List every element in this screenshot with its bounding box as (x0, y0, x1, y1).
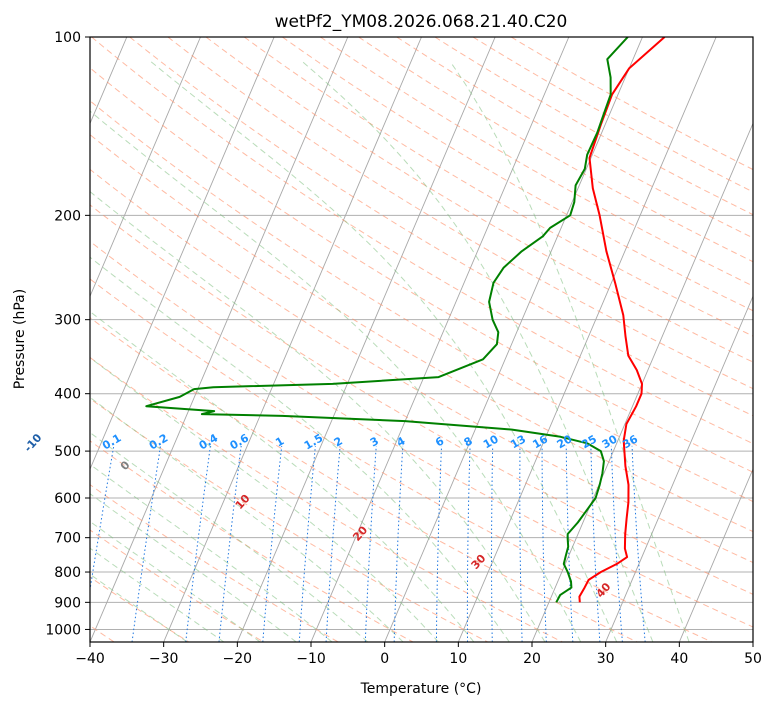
dry-adiabat-line (167, 37, 753, 390)
mixing-ratio-line (131, 445, 161, 642)
mixing-ratio-line (185, 445, 211, 642)
isotherm-line (163, 37, 422, 642)
dry-adiabat-line (90, 67, 753, 473)
dry-adiabat-line (396, 37, 753, 239)
mixing-ratio-line (631, 445, 646, 642)
moist-adiabat-line (90, 547, 225, 642)
mixing-ratio-line (325, 445, 341, 642)
y-tick-label: 800 (54, 565, 81, 581)
dry-adiabat-line (90, 134, 753, 533)
isotherm-line (605, 295, 753, 642)
mixing-ratio-line (590, 445, 601, 642)
moist-adiabat-line (301, 61, 654, 642)
moist-adiabat-line (90, 310, 475, 642)
moist-adiabat-line (90, 573, 188, 642)
x-tick-label: −30 (149, 651, 179, 667)
x-tick-label: 50 (744, 651, 762, 667)
x-tick-label: 30 (597, 651, 615, 667)
y-axis-label: Pressure (hPa) (12, 289, 28, 389)
mixing-ratio-line (393, 445, 404, 642)
dry-adiabat-line (90, 240, 753, 628)
mixing-ratio-line (218, 445, 242, 642)
mixing-ratio-line (364, 445, 377, 642)
dewpoint-profile-line (145, 37, 629, 603)
y-tick-label: 1000 (45, 622, 81, 638)
moist-adiabat-line (90, 493, 297, 642)
x-tick-label: 10 (449, 651, 467, 667)
mixing-ratio-line (90, 445, 115, 593)
dry-adiabat-line (90, 168, 753, 564)
moist-adiabat-line (90, 431, 369, 642)
moist-adiabat-line (150, 61, 618, 642)
y-tick-label: 900 (54, 595, 81, 611)
y-tick-label: 300 (54, 313, 81, 329)
y-tick-label: 200 (54, 208, 81, 224)
y-tick-label: 400 (54, 387, 81, 403)
dry-adiabat-line (90, 204, 753, 595)
y-tick-label: 700 (54, 531, 81, 547)
moist-adiabat-line (90, 110, 582, 642)
moist-adiabat-line (90, 396, 404, 642)
y-tick-label: 500 (54, 444, 81, 460)
isotherm-line (384, 37, 643, 642)
chart-title: wetPf2_YM08.2026.068.21.40.C20 (275, 12, 568, 32)
plot-frame (89, 36, 754, 643)
dry-adiabat-line (90, 317, 638, 642)
mixing-ratio-line (435, 445, 443, 642)
x-tick-label: −40 (75, 651, 105, 667)
isotherm-line (678, 467, 753, 642)
dry-adiabat-line (90, 100, 753, 503)
dry-adiabat-line (90, 484, 339, 642)
x-tick-label: −10 (296, 651, 326, 667)
dry-adiabat-line (90, 529, 264, 642)
isotherm-line (236, 37, 496, 642)
dry-adiabat-line (472, 37, 753, 193)
isotherm-line (457, 37, 717, 642)
dry-adiabat-line (90, 278, 712, 642)
mixing-ratio-line (262, 445, 283, 642)
mixing-ratio-line (519, 445, 523, 642)
temperature-profile-line (578, 37, 666, 603)
x-tick-label: 0 (380, 651, 389, 667)
isotherm-line (90, 37, 275, 471)
isotherm-line (90, 37, 201, 298)
mixing-ratio-line (466, 445, 471, 642)
dry-adiabat-line (91, 37, 753, 445)
x-axis-label: Temperature (°C) (360, 681, 482, 697)
dry-adiabat-line (282, 37, 753, 312)
mixing-ratio-line (491, 445, 494, 642)
moist-adiabat-line (90, 520, 261, 642)
mixing-ratio-line (541, 445, 547, 642)
x-tick-label: 40 (670, 651, 688, 667)
mixing-ratio-line (610, 445, 623, 642)
y-tick-label: 100 (54, 30, 81, 46)
x-tick-label: 20 (523, 651, 541, 667)
mixing-ratio-line (565, 445, 574, 642)
reference-lines (90, 37, 753, 642)
dry-adiabat-line (129, 37, 753, 417)
profile-lines (145, 37, 666, 603)
moist-adiabat-line (90, 256, 510, 642)
axes: −40 −30 −20 −10 0 10 20 30 40 50 100 200 300 400 500 60… (45, 30, 762, 667)
mixing-ratio-line (298, 445, 316, 642)
moist-adiabat-line (449, 61, 690, 642)
isotherm-line (531, 122, 753, 642)
y-tick-label: 600 (54, 491, 81, 507)
x-tick-label: −20 (223, 651, 253, 667)
dry-adiabat-line (358, 37, 753, 263)
isotherm-line (90, 37, 349, 642)
